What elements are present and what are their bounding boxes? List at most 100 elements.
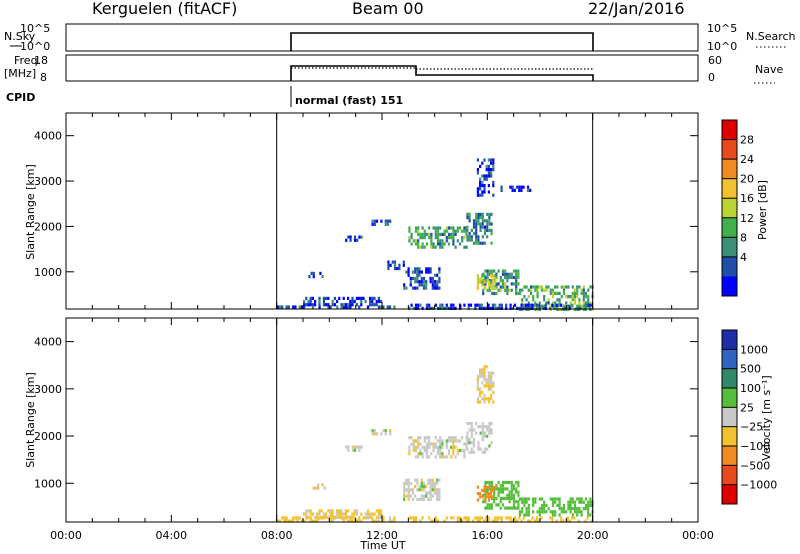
- echo-cell: [536, 291, 539, 295]
- echo-cell: [430, 519, 433, 523]
- echo-cell: [375, 509, 378, 513]
- echo-cell: [366, 512, 369, 516]
- echo-cell: [493, 490, 496, 494]
- echo-cell: [393, 260, 397, 264]
- echo-cell: [434, 442, 437, 446]
- echo-cell: [494, 485, 497, 489]
- echo-cell: [573, 298, 577, 302]
- echo-cell: [549, 304, 552, 308]
- echo-cell: [450, 445, 453, 449]
- echo-cell: [472, 428, 476, 432]
- echo-cell: [353, 512, 356, 516]
- echo-cell: [349, 303, 352, 307]
- echo-cell: [487, 400, 490, 404]
- echo-cell: [425, 448, 429, 453]
- echo-cell: [439, 452, 442, 456]
- echo-cell: [491, 306, 495, 310]
- echo-cell: [545, 510, 548, 514]
- echo-cell: [576, 291, 579, 295]
- echo-cell: [336, 509, 339, 513]
- echo-cell: [441, 442, 444, 446]
- echo-cell: [417, 445, 420, 449]
- echo-cell: [436, 232, 440, 236]
- colorbar-tick-label: −100: [740, 440, 770, 453]
- echo-cell: [542, 306, 545, 310]
- echo-cell: [479, 164, 482, 168]
- echo-cell: [456, 516, 459, 520]
- echo-cell: [417, 242, 420, 246]
- echo-cell: [454, 229, 457, 233]
- echo-cell: [483, 485, 486, 489]
- echo-cell: [481, 274, 484, 278]
- echo-cell: [512, 503, 516, 507]
- echo-cell: [458, 306, 462, 310]
- colorbar-frame: [721, 329, 738, 505]
- echo-cell: [371, 296, 374, 300]
- echo-cell: [497, 269, 500, 273]
- echo-cell: [403, 488, 406, 492]
- echo-cell: [450, 232, 453, 236]
- echo-cell: [484, 282, 487, 286]
- echo-cell: [481, 184, 484, 188]
- colorbar-swatch: [722, 426, 737, 447]
- echo-cell: [495, 291, 498, 296]
- echo-cell: [398, 263, 401, 267]
- colorbar-tick-label: 24: [740, 153, 754, 166]
- echo-cell: [447, 439, 451, 443]
- echo-cell: [484, 480, 487, 485]
- echo-cell: [551, 497, 555, 501]
- echo-cell: [431, 286, 434, 290]
- echo-cell: [402, 263, 405, 267]
- echo-cell: [490, 378, 493, 382]
- echo-cell: [580, 500, 583, 504]
- echo-cell: [377, 512, 380, 516]
- echo-cell: [533, 303, 536, 307]
- echo-cell: [465, 245, 468, 249]
- echo-cell: [486, 487, 489, 491]
- echo-cell: [353, 235, 357, 239]
- echo-cell: [527, 306, 530, 310]
- echo-cell: [389, 219, 392, 223]
- echo-cell: [573, 500, 577, 504]
- echo-cell: [493, 269, 496, 273]
- echo-cell: [490, 280, 493, 284]
- echo-cell: [344, 509, 347, 513]
- echo-cell: [499, 288, 502, 292]
- echo-cell: [554, 304, 557, 308]
- echo-cell: [527, 503, 530, 507]
- echo-cell: [377, 305, 381, 309]
- echo-cell: [543, 304, 546, 308]
- echo-cell: [431, 485, 434, 489]
- x-tick-label: 00:00: [50, 529, 82, 542]
- echo-cell: [488, 288, 491, 292]
- echo-cell: [434, 455, 437, 459]
- freq-tick-bottom: 8: [40, 71, 47, 84]
- echo-cell: [584, 303, 587, 307]
- echo-cell: [490, 291, 494, 296]
- echo-cell: [432, 448, 435, 453]
- echo-cell: [578, 507, 581, 511]
- echo-cell: [472, 519, 475, 523]
- echo-cell: [445, 516, 448, 520]
- echo-cell: [452, 445, 455, 449]
- echo-cell: [362, 516, 365, 520]
- echo-cell: [508, 288, 511, 292]
- echo-cell: [418, 283, 421, 287]
- echo-cell: [373, 432, 376, 436]
- echo-cell: [484, 490, 487, 494]
- echo-cell: [414, 280, 417, 284]
- echo-cell: [414, 485, 417, 489]
- echo-cell: [414, 455, 418, 459]
- echo-cell: [521, 510, 524, 514]
- echo-cell: [477, 212, 480, 216]
- echo-cell: [554, 291, 557, 295]
- echo-cell: [534, 301, 537, 305]
- echo-cell: [490, 286, 493, 291]
- cpid-program: normal (fast) 151: [295, 94, 403, 107]
- echo-cell: [532, 295, 535, 299]
- echo-cell: [538, 513, 541, 517]
- echo-cell: [331, 509, 334, 513]
- echo-cell: [467, 306, 470, 310]
- echo-cell: [532, 285, 535, 289]
- echo-cell: [538, 510, 541, 514]
